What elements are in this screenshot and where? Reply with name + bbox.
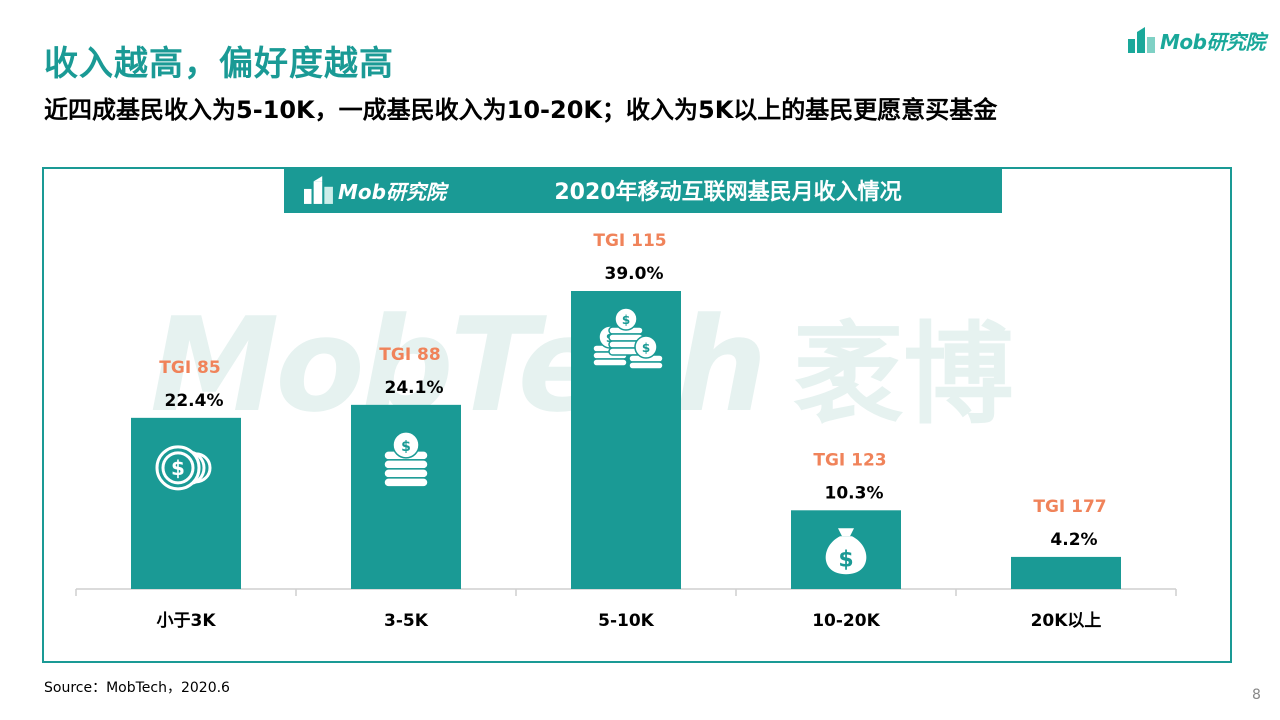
- dollar-sign: $: [622, 313, 630, 327]
- bar-5: [1011, 556, 1121, 589]
- coin-inner: [161, 451, 195, 485]
- coin-top: [392, 431, 420, 459]
- value-label: 4.2%: [1050, 530, 1097, 550]
- tgi-label: TGI 123: [813, 450, 886, 470]
- value-label: 24.1%: [385, 378, 444, 398]
- coin-layer: [383, 477, 429, 488]
- building-icon: [304, 176, 333, 204]
- coin-stack-icon: $: [383, 431, 429, 488]
- chart-header-brand: Mob研究院: [338, 179, 446, 204]
- coin-top: [614, 307, 638, 331]
- tgi-label: TGI 177: [1033, 497, 1106, 517]
- category-label: 3-5K: [384, 611, 429, 631]
- bar-1: [131, 417, 241, 589]
- brand-name: Mob研究院: [1160, 29, 1265, 54]
- coin-layer: [592, 358, 628, 367]
- category-label: 5-10K: [598, 611, 655, 631]
- dollar-sign: $: [171, 456, 185, 480]
- value-label: 10.3%: [825, 483, 884, 503]
- chart-title: 2020年移动互联网基民月收入情况: [554, 180, 902, 205]
- category-label: 10-20K: [812, 611, 880, 631]
- value-label: 22.4%: [165, 391, 224, 411]
- brand-logo: Mob研究院: [1128, 24, 1265, 56]
- chart-header-logo: Mob研究院: [304, 176, 446, 205]
- tgi-label: TGI 85: [159, 358, 220, 378]
- category-label: 小于3K: [156, 611, 216, 631]
- coins-icon: $: [155, 445, 212, 491]
- page-subtitle: 近四成基民收入为5-10K，一成基民收入为10-20K；收入为5K以上的基民更愿…: [44, 96, 998, 124]
- chart-header: Mob研究院 2020年移动互联网基民月收入情况: [284, 167, 1002, 213]
- dollar-sign: $: [642, 341, 650, 355]
- dollar-sign: $: [838, 547, 853, 572]
- page-number: 8: [1252, 687, 1261, 703]
- coin-layer: [628, 361, 664, 370]
- value-label: 39.0%: [605, 264, 664, 284]
- coin-layer: [383, 468, 429, 479]
- bag-neck: [838, 528, 854, 537]
- money-bag-icon: $: [825, 528, 867, 575]
- dollar-sign: $: [401, 439, 411, 455]
- coin-top: [634, 335, 658, 359]
- page-title: 收入越高，偏好度越高: [44, 44, 394, 84]
- source-note: Source：MobTech，2020.6: [44, 680, 230, 696]
- coin-stacks-icon: $$$: [592, 307, 664, 370]
- tgi-label: TGI 115: [593, 231, 666, 251]
- tgi-label: TGI 88: [379, 345, 440, 365]
- category-label: 20K以上: [1031, 611, 1102, 631]
- bag-body: [825, 536, 867, 575]
- building-icon: [1128, 27, 1155, 53]
- coin-layer: [383, 459, 429, 470]
